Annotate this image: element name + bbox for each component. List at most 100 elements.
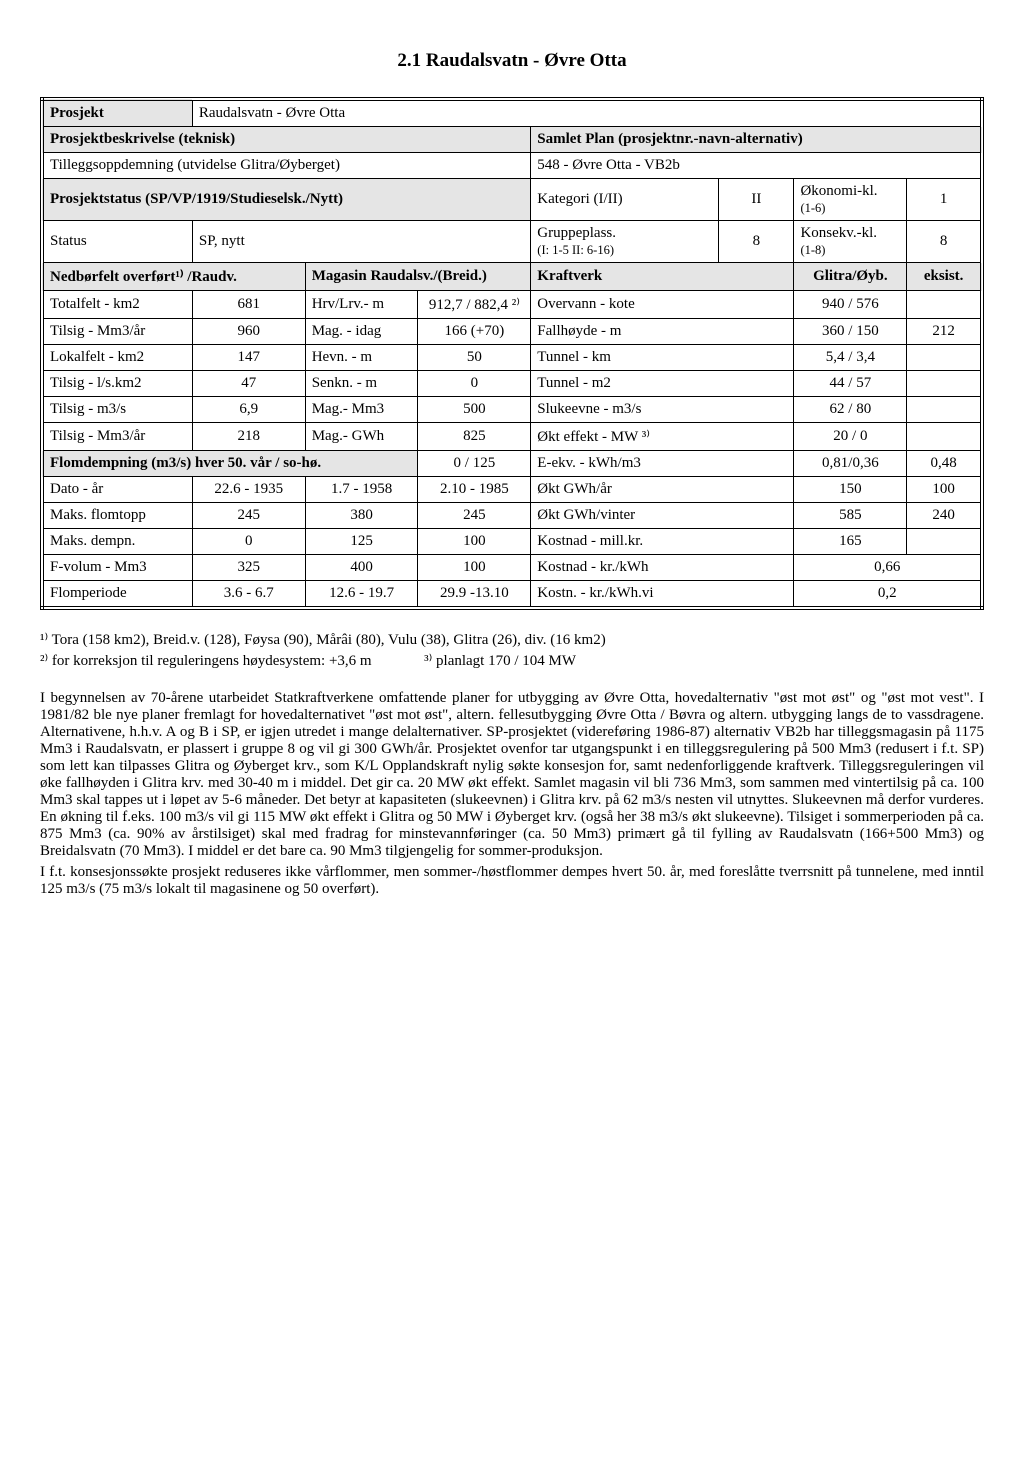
- cell: Kostnad - mill.kr.: [531, 529, 794, 555]
- cell: 12.6 - 19.7: [305, 581, 418, 609]
- konsekv-val: 8: [907, 221, 982, 263]
- cell: 0: [418, 371, 531, 397]
- samlet-plan-value: 548 - Øvre Otta - VB2b: [531, 153, 982, 179]
- flom-val: 0 / 125: [418, 451, 531, 477]
- footnote-1: ¹⁾ Tora (158 km2), Breid.v. (128), Føysa…: [40, 630, 984, 649]
- cell: Mag. - idag: [305, 319, 418, 345]
- gruppe-val: 8: [719, 221, 794, 263]
- cell: 0,48: [907, 451, 982, 477]
- footnote-2: ²⁾ for korreksjon til reguleringens høyd…: [40, 651, 984, 670]
- cell: 0,81/0,36: [794, 451, 907, 477]
- table-row: Prosjektbeskrivelse (teknisk) Samlet Pla…: [42, 127, 982, 153]
- glitra-header: Glitra/Øyb.: [794, 263, 907, 291]
- gruppe-label: Gruppeplass.(I: 1-5 II: 6-16): [531, 221, 719, 263]
- cell: 500: [418, 397, 531, 423]
- table-row: Prosjektstatus (SP/VP/1919/Studieselsk./…: [42, 179, 982, 221]
- prosjektstatus-label: Prosjektstatus (SP/VP/1919/Studieselsk./…: [42, 179, 531, 221]
- cell: 3.6 - 6.7: [192, 581, 305, 609]
- cell: F-volum - Mm3: [42, 555, 192, 581]
- table-row: Status SP, nytt Gruppeplass.(I: 1-5 II: …: [42, 221, 982, 263]
- okonomi-val: 1: [907, 179, 982, 221]
- data-table: Prosjekt Raudalsvatn - Øvre Otta Prosjek…: [40, 97, 984, 610]
- cell: Økt effekt - MW ³⁾: [531, 423, 794, 451]
- cell: Tilsig - l/s.km2: [42, 371, 192, 397]
- kategori-val: II: [719, 179, 794, 221]
- cell: 125: [305, 529, 418, 555]
- table-row: Tilsig - m3/s 6,9 Mag.- Mm3 500 Slukeevn…: [42, 397, 982, 423]
- table-row: Dato - år 22.6 - 1935 1.7 - 1958 2.10 - …: [42, 477, 982, 503]
- cell: 240: [907, 503, 982, 529]
- cell: 245: [418, 503, 531, 529]
- cell: 47: [192, 371, 305, 397]
- status-label: Status: [42, 221, 192, 263]
- cell: Senkn. - m: [305, 371, 418, 397]
- cell: Lokalfelt - km2: [42, 345, 192, 371]
- cell: Mag.- Mm3: [305, 397, 418, 423]
- cell: 585: [794, 503, 907, 529]
- cell: 100: [418, 529, 531, 555]
- kraftverk-header: Kraftverk: [531, 263, 794, 291]
- cell: 50: [418, 345, 531, 371]
- cell: Tunnel - km: [531, 345, 794, 371]
- cell: Dato - år: [42, 477, 192, 503]
- table-row: Prosjekt Raudalsvatn - Øvre Otta: [42, 99, 982, 127]
- cell: 100: [418, 555, 531, 581]
- table-row: Maks. flomtopp 245 380 245 Økt GWh/vinte…: [42, 503, 982, 529]
- cell: 22.6 - 1935: [192, 477, 305, 503]
- paragraph: I f.t. konsesjonssøkte prosjekt redusere…: [40, 864, 984, 898]
- kategori-label: Kategori (I/II): [531, 179, 719, 221]
- cell: E-ekv. - kWh/m3: [531, 451, 794, 477]
- cell: 400: [305, 555, 418, 581]
- cell: Tilsig - Mm3/år: [42, 423, 192, 451]
- cell: 6,9: [192, 397, 305, 423]
- cell: 912,7 / 882,4 ²⁾: [418, 291, 531, 319]
- table-row: Nedbørfelt overført¹⁾ /Raudv. Magasin Ra…: [42, 263, 982, 291]
- cell: 360 / 150: [794, 319, 907, 345]
- cell: Flomperiode: [42, 581, 192, 609]
- cell: 940 / 576: [794, 291, 907, 319]
- konsekv-label: Konsekv.-kl.(1-8): [794, 221, 907, 263]
- table-row: Lokalfelt - km2 147 Hevn. - m 50 Tunnel …: [42, 345, 982, 371]
- cell: 166 (+70): [418, 319, 531, 345]
- cell: 0,2: [794, 581, 982, 609]
- cell: 62 / 80: [794, 397, 907, 423]
- cell: Totalfelt - km2: [42, 291, 192, 319]
- paragraph: I begynnelsen av 70-årene utarbeidet Sta…: [40, 690, 984, 860]
- cell: Slukeevne - m3/s: [531, 397, 794, 423]
- cell: 380: [305, 503, 418, 529]
- cell: Tilsig - m3/s: [42, 397, 192, 423]
- tillegg: Tilleggsoppdemning (utvidelse Glitra/Øyb…: [42, 153, 531, 179]
- cell: Kostnad - kr./kWh: [531, 555, 794, 581]
- cell: Tunnel - m2: [531, 371, 794, 397]
- okonomi-label: Økonomi-kl.(1-6): [794, 179, 907, 221]
- magasin-header: Magasin Raudalsv./(Breid.): [305, 263, 531, 291]
- cell: Maks. flomtopp: [42, 503, 192, 529]
- cell: Hrv/Lrv.- m: [305, 291, 418, 319]
- cell: Mag.- GWh: [305, 423, 418, 451]
- cell: 1.7 - 1958: [305, 477, 418, 503]
- cell: [907, 397, 982, 423]
- cell: 147: [192, 345, 305, 371]
- cell: Maks. dempn.: [42, 529, 192, 555]
- cell: 150: [794, 477, 907, 503]
- page-title: 2.1 Raudalsvatn - Øvre Otta: [40, 50, 984, 72]
- cell: [907, 291, 982, 319]
- table-row: F-volum - Mm3 325 400 100 Kostnad - kr./…: [42, 555, 982, 581]
- table-row: Flomdempning (m3/s) hver 50. vår / so-hø…: [42, 451, 982, 477]
- cell: 165: [794, 529, 907, 555]
- cell: Tilsig - Mm3/år: [42, 319, 192, 345]
- prosjekt-label: Prosjekt: [42, 99, 192, 127]
- eksist-header: eksist.: [907, 263, 982, 291]
- cell: 212: [907, 319, 982, 345]
- cell: 825: [418, 423, 531, 451]
- table-row: Totalfelt - km2 681 Hrv/Lrv.- m 912,7 / …: [42, 291, 982, 319]
- cell: Hevn. - m: [305, 345, 418, 371]
- samlet-plan-label: Samlet Plan (prosjektnr.-navn-alternativ…: [531, 127, 982, 153]
- prosjektbeskrivelse-label: Prosjektbeskrivelse (teknisk): [42, 127, 531, 153]
- cell: [907, 529, 982, 555]
- table-row: Tilleggsoppdemning (utvidelse Glitra/Øyb…: [42, 153, 982, 179]
- cell: Overvann - kote: [531, 291, 794, 319]
- cell: 245: [192, 503, 305, 529]
- status-val: SP, nytt: [192, 221, 530, 263]
- footnotes: ¹⁾ Tora (158 km2), Breid.v. (128), Føysa…: [40, 630, 984, 670]
